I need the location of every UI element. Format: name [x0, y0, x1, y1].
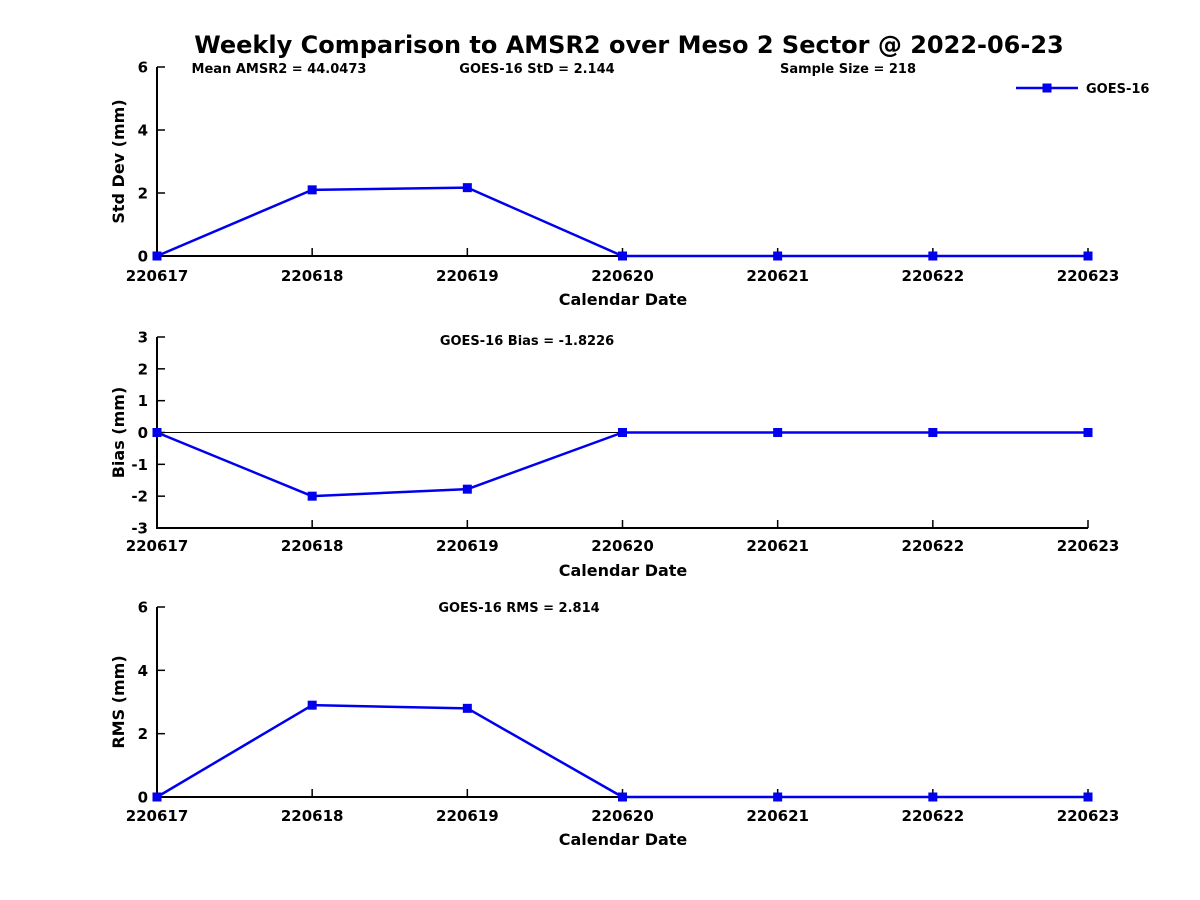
series-marker [307, 185, 317, 195]
series-marker [773, 428, 783, 437]
series-marker [152, 428, 162, 437]
x-tick-label: 220617 [126, 807, 189, 825]
series-marker [307, 700, 317, 710]
subplots-group: 220617 220618 220619 220620 220621 220622 2206… [109, 59, 1119, 850]
subplot-bias-mm-: 220617 220618 220619 220620 220621 220622 2206… [109, 329, 1119, 581]
x-tick-label: 220619 [436, 267, 499, 285]
y-tick-label: 1 [138, 392, 148, 410]
y-tick-label: -3 [131, 520, 148, 538]
legend-marker-icon [1042, 83, 1052, 93]
subplot-std-dev-mm-: 220617 220618 220619 220620 220621 220622 2206… [109, 59, 1119, 310]
axis-spines [156, 607, 1088, 798]
y-tick-label: 0 [138, 424, 148, 442]
series-marker [152, 251, 162, 261]
y-tick-label: 4 [138, 662, 148, 680]
x-tick-label: 220620 [591, 807, 654, 825]
series-marker [1083, 251, 1093, 261]
x-tick-label: 220617 [126, 537, 189, 555]
series-marker [307, 491, 317, 501]
y-tick-label: 2 [138, 360, 148, 378]
y-axis-label: Bias (mm) [109, 387, 128, 479]
x-tick-label: 220619 [436, 807, 499, 825]
annotation: GOES-16 Bias = -1.8226 [440, 334, 614, 349]
x-tick-label: 220621 [746, 267, 809, 285]
x-tick-label: 220617 [126, 267, 189, 285]
x-tick-label: 220618 [281, 537, 344, 555]
annotation: GOES-16 StD = 2.144 [459, 62, 614, 77]
series-marker [152, 792, 162, 802]
series-marker [462, 484, 472, 494]
series-marker [618, 251, 627, 261]
x-tick-label: 220620 [591, 267, 654, 285]
y-tick-label: -2 [131, 488, 148, 506]
x-tick-label: 220622 [902, 807, 965, 825]
x-tick-label: 220622 [902, 267, 965, 285]
series-marker [928, 792, 938, 802]
series-marker [618, 428, 627, 437]
x-tick-label: 220623 [1057, 807, 1120, 825]
annotation: Mean AMSR2 = 44.0473 [192, 62, 367, 77]
x-axis-label: Calendar Date [559, 830, 688, 849]
chart-title: Weekly Comparison to AMSR2 over Meso 2 S… [194, 31, 1064, 59]
series-marker [928, 428, 938, 437]
legend-label: GOES-16 [1086, 82, 1149, 97]
x-tick-label: 220623 [1057, 267, 1120, 285]
legend: GOES-16 [1016, 82, 1149, 97]
series-line-goes-16 [156, 431, 1088, 498]
x-tick-label: 220622 [902, 537, 965, 555]
series-marker [1083, 428, 1093, 437]
y-tick-label: 6 [138, 599, 148, 617]
x-tick-label: 220618 [281, 267, 344, 285]
y-tick-label: 3 [138, 329, 148, 347]
x-tick-label: 220619 [436, 537, 499, 555]
y-tick-label: 2 [138, 725, 148, 743]
x-tick-label: 220621 [746, 807, 809, 825]
x-tick-label: 220620 [591, 537, 654, 555]
y-tick-label: -1 [131, 456, 148, 474]
annotation: GOES-16 RMS = 2.814 [438, 601, 599, 616]
x-axis-label: Calendar Date [559, 561, 688, 580]
y-tick-label: 6 [138, 59, 148, 77]
y-axis-label: Std Dev (mm) [109, 99, 128, 223]
x-axis-label: Calendar Date [559, 290, 688, 309]
annotation: Sample Size = 218 [780, 62, 916, 77]
y-tick-label: 0 [138, 248, 148, 266]
series-marker [618, 792, 627, 802]
series-line-goes-16 [156, 703, 1088, 799]
axis-spines [156, 67, 1088, 257]
series-marker [462, 183, 472, 193]
x-tick-label: 220618 [281, 807, 344, 825]
y-tick-label: 4 [138, 122, 148, 140]
series-marker [1083, 792, 1093, 802]
y-tick-label: 2 [138, 185, 148, 203]
series-marker [928, 251, 938, 261]
series-line-goes-16 [156, 186, 1088, 258]
series-marker [773, 792, 783, 802]
y-axis-label: RMS (mm) [109, 655, 128, 748]
x-tick-label: 220623 [1057, 537, 1120, 555]
x-tick-label: 220621 [746, 537, 809, 555]
series-marker [773, 251, 783, 261]
subplot-rms-mm-: 220617 220618 220619 220620 220621 220622 2206… [109, 599, 1119, 850]
series-marker [462, 703, 472, 713]
y-tick-label: 0 [138, 789, 148, 807]
